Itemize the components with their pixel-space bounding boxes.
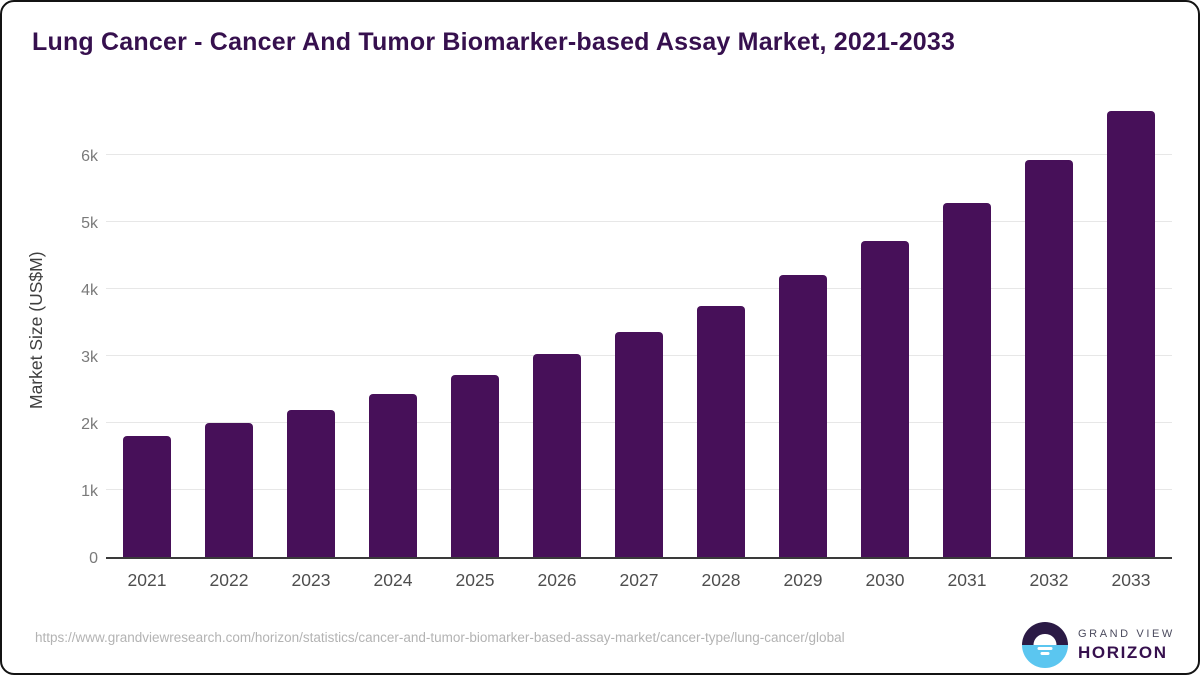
- bar-2031[interactable]: [943, 203, 991, 557]
- bar-slot-2030: [844, 102, 926, 557]
- brand-name-bottom: HORIZON: [1078, 642, 1168, 662]
- bar-2027[interactable]: [615, 331, 663, 557]
- bar-2024[interactable]: [369, 394, 417, 557]
- x-tick-2027: 2027: [619, 570, 659, 590]
- gridline-6k: [106, 154, 1172, 155]
- x-tick-2021: 2021: [127, 570, 167, 590]
- x-tick-2025: 2025: [455, 570, 495, 590]
- bar-2030[interactable]: [861, 241, 909, 557]
- x-tick-2033: 2033: [1111, 570, 1151, 590]
- y-tick-0: 0: [89, 550, 98, 567]
- bar-slot-2028: [680, 102, 762, 557]
- x-tick-2032: 2032: [1029, 570, 1069, 590]
- source-url: https://www.grandviewresearch.com/horizo…: [35, 630, 845, 645]
- chart-title: Lung Cancer - Cancer And Tumor Biomarker…: [32, 28, 956, 56]
- x-tick-2028: 2028: [701, 570, 741, 590]
- bar-2025[interactable]: [451, 375, 499, 557]
- logo-sun-shape: [1033, 633, 1057, 645]
- bar-2028[interactable]: [697, 306, 745, 557]
- bar-2029[interactable]: [779, 274, 827, 557]
- bar-slot-2022: [188, 102, 270, 557]
- x-tick-2029: 2029: [783, 570, 823, 590]
- horizon-logo-icon: [1022, 622, 1068, 668]
- bar-2023[interactable]: [287, 410, 335, 557]
- bar-slot-2032: [1008, 102, 1090, 557]
- brand-name-top: GRAND VIEW: [1078, 627, 1175, 640]
- bar-2026[interactable]: [533, 354, 581, 557]
- x-tick-2031: 2031: [947, 570, 987, 590]
- x-tick-2024: 2024: [373, 570, 413, 590]
- bar-2021[interactable]: [123, 436, 171, 557]
- y-tick-6k: 6k: [81, 148, 98, 165]
- y-tick-5k: 5k: [81, 215, 98, 232]
- bar-2032[interactable]: [1025, 160, 1073, 557]
- logo-dash: [1037, 646, 1053, 651]
- bar-slot-2033: [1090, 102, 1172, 557]
- logo-text: GRAND VIEW HORIZON: [1078, 628, 1175, 663]
- logo-bottom-half: [1022, 645, 1068, 668]
- y-tick-1k: 1k: [81, 483, 98, 500]
- x-tick-2022: 2022: [209, 570, 249, 590]
- bar-2033[interactable]: [1107, 111, 1155, 557]
- bar-slot-2029: [762, 102, 844, 557]
- bar-slot-2026: [516, 102, 598, 557]
- x-tick-2030: 2030: [865, 570, 905, 590]
- x-axis-ticks: 2021 2022 2023 2024 2025 2026 2027 2028 2029 2030…: [106, 570, 1172, 591]
- plot-area: [106, 102, 1172, 559]
- bar-series: [106, 102, 1172, 557]
- gridline-4k: [106, 288, 1172, 289]
- bar-slot-2024: [352, 102, 434, 557]
- y-tick-2k: 2k: [81, 416, 98, 433]
- bar-2022[interactable]: [205, 423, 253, 557]
- bar-slot-2025: [434, 102, 516, 557]
- bar-slot-2023: [270, 102, 352, 557]
- bar-slot-2031: [926, 102, 1008, 557]
- logo-dash: [1040, 651, 1050, 656]
- gridline-5k: [106, 221, 1172, 222]
- bar-slot-2027: [598, 102, 680, 557]
- y-tick-4k: 4k: [81, 282, 98, 299]
- grand-view-horizon-logo: GRAND VIEW HORIZON: [1022, 622, 1175, 668]
- bar-slot-2021: [106, 102, 188, 557]
- x-tick-2023: 2023: [291, 570, 331, 590]
- y-tick-3k: 3k: [81, 349, 98, 366]
- x-tick-2026: 2026: [537, 570, 577, 590]
